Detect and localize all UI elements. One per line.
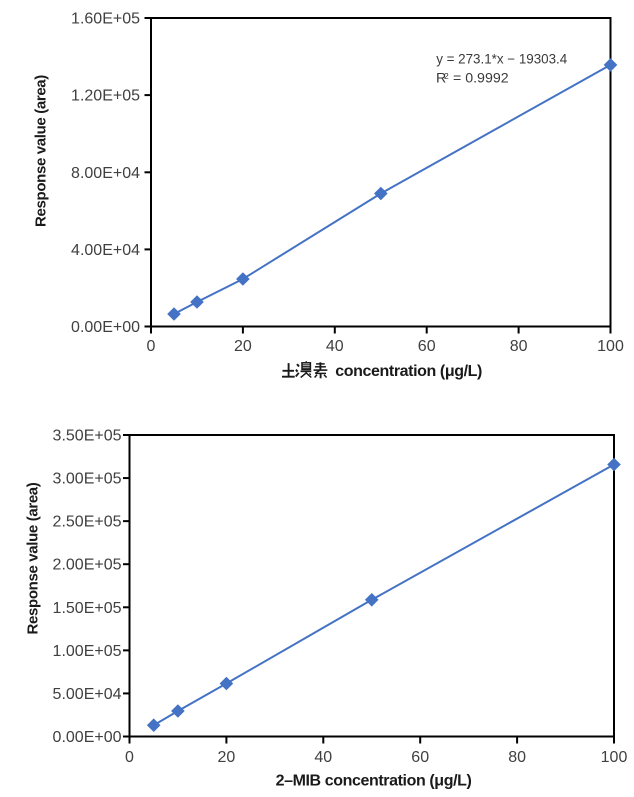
- svg-text:60: 60: [411, 749, 429, 766]
- svg-text:80: 80: [510, 338, 528, 355]
- svg-text:Response value (area): Response value (area): [33, 75, 50, 227]
- svg-text:concentration (μg/L): concentration (μg/L): [335, 363, 482, 380]
- svg-text:40: 40: [326, 338, 344, 355]
- svg-text:8.00E+04: 8.00E+04: [71, 165, 140, 182]
- svg-text:R2= 0.9992: R2 = 0.9992: [436, 70, 509, 86]
- svg-text:0.00E+00: 0.00E+00: [53, 729, 122, 746]
- svg-text:2.50E+05: 2.50E+05: [53, 514, 122, 531]
- svg-text:1.50E+05: 1.50E+05: [53, 600, 122, 617]
- svg-text:2.00E+05: 2.00E+05: [53, 557, 122, 574]
- svg-text:0: 0: [125, 749, 134, 766]
- svg-text:3.50E+05: 3.50E+05: [53, 428, 122, 445]
- svg-text:1.60E+05: 1.60E+05: [71, 11, 140, 28]
- svg-text:0.00E+00: 0.00E+00: [71, 319, 140, 336]
- svg-text:1.20E+05: 1.20E+05: [71, 88, 140, 105]
- svg-text:0: 0: [147, 338, 156, 355]
- svg-text:40: 40: [314, 749, 332, 766]
- svg-text:100: 100: [597, 338, 624, 355]
- svg-text:3.00E+05: 3.00E+05: [53, 471, 122, 488]
- svg-text:60: 60: [418, 338, 436, 355]
- svg-text:Response value (area): Response value (area): [25, 482, 42, 634]
- svg-text:y = 273.1*x − 19303.4: y = 273.1*x − 19303.4: [436, 52, 568, 67]
- svg-text:2–MIB concentration (μg/L): 2–MIB concentration (μg/L): [276, 773, 472, 790]
- svg-text:5.00E+04: 5.00E+04: [53, 686, 122, 703]
- svg-text:20: 20: [234, 338, 252, 355]
- svg-text:80: 80: [508, 749, 526, 766]
- svg-text:100: 100: [601, 749, 628, 766]
- svg-text:20: 20: [218, 749, 236, 766]
- svg-text:4.00E+04: 4.00E+04: [71, 242, 140, 259]
- svg-text:1.00E+05: 1.00E+05: [53, 643, 122, 660]
